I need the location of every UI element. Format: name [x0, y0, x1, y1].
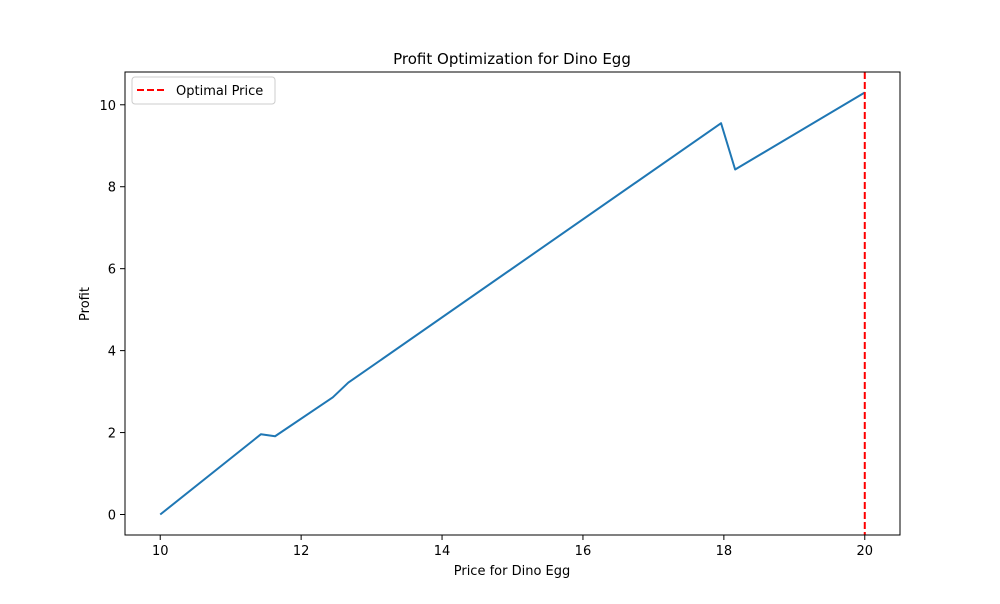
chart-title: Profit Optimization for Dino Egg [393, 50, 631, 68]
legend: Optimal Price [131, 76, 276, 105]
legend-label-optimal-price: Optimal Price [176, 84, 263, 99]
y-axis-label: Profit [78, 287, 93, 321]
axes: 10 12 14 16 18 20 0 2 4 6 8 10 [99, 71, 901, 559]
plot-frame [124, 71, 901, 536]
x-tick-label: 18 [716, 544, 733, 559]
x-tick-label: 20 [856, 544, 873, 559]
plot-area [159, 72, 866, 535]
series-line-0 [159, 91, 866, 516]
x-tick-label: 10 [152, 544, 169, 559]
x-tick-label: 14 [434, 544, 451, 559]
x-tick-label: 16 [575, 544, 592, 559]
legend-box [131, 76, 276, 105]
y-tick-label: 10 [99, 99, 116, 114]
y-tick-label: 2 [108, 427, 116, 442]
x-tick-label: 12 [293, 544, 310, 559]
y-tick-label: 0 [108, 509, 116, 524]
x-axis-label: Price for Dino Egg [454, 564, 571, 579]
y-tick-label: 6 [108, 263, 116, 278]
y-tick-label: 8 [108, 181, 116, 196]
y-tick-label: 4 [108, 345, 116, 360]
